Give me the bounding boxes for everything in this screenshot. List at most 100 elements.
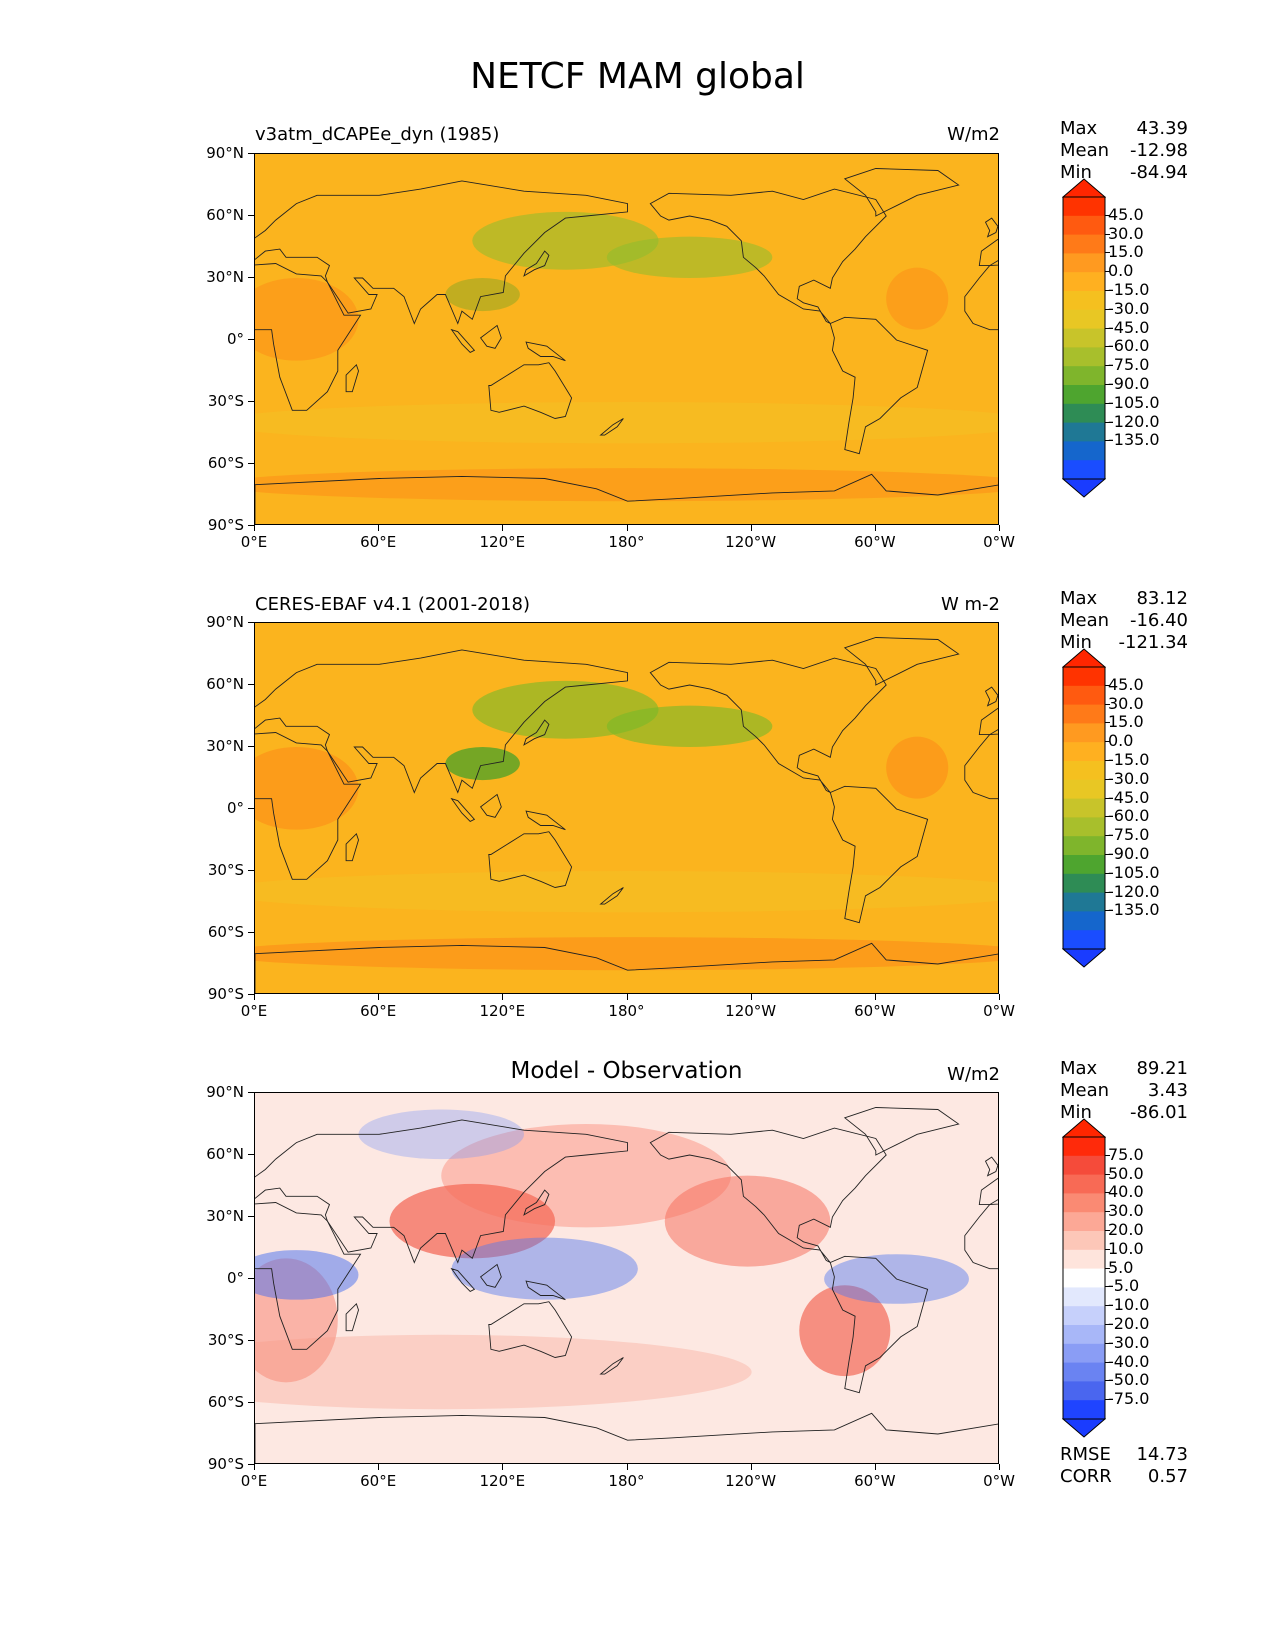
panel-1-min-label: Min [1060,162,1092,183]
colorbar-model [1062,178,1106,498]
coastline-borneo [479,324,502,349]
colorbar-segment [1063,253,1105,273]
lon-tick-label: 120°E [479,1472,526,1490]
panel-2-max-label: Max [1060,588,1098,609]
colorbar-tick-mark [1105,760,1110,761]
colorbar-tick-mark [1105,722,1110,724]
coastline-madagascar [345,363,359,393]
lon-tick-label: 120°E [479,533,526,551]
panel-1-max-label: Max [1060,118,1098,139]
lat-tick-label: 90°S [207,516,244,534]
colorbar-segment [1063,685,1105,706]
panel-3-units: W/m2 [947,1064,1000,1085]
colorbar-tick-label: -105.0 [1108,862,1160,882]
lon-tick-mark [999,1464,1000,1470]
coastline-borneo [479,1263,502,1288]
colorbar-segment [1063,403,1105,424]
colorbar-tick-label: 20.0 [1108,1220,1144,1239]
colorbar-segment [1063,798,1105,818]
colorbar-tick-mark [1105,1230,1110,1231]
lon-tick-label: 0°W [983,533,1015,551]
lat-tick-mark [248,1092,254,1093]
colorbar-segment [1063,460,1105,480]
coastline-africa [255,732,362,880]
field-feature [799,1285,891,1377]
colorbar-tick-label: -75.0 [1108,825,1150,845]
colorbar-tick-label: -105.0 [1108,392,1160,412]
figure-title: NETCF MAM global [470,56,805,97]
colorbar-segment [1063,291,1105,311]
lat-tick-mark [248,1464,254,1465]
colorbar-tick-mark [1105,1324,1110,1325]
colorbar-segment [1063,197,1105,217]
panel-2-map [254,622,999,994]
colorbar-tick-mark [1105,1211,1110,1213]
colorbar-segment [1063,215,1105,236]
colorbar-segment [1063,911,1105,931]
field-feature [606,236,773,278]
coastline-antarctica [255,473,998,524]
coastline-africa [255,1202,362,1350]
colorbar-extend-max [1062,178,1106,198]
lat-tick-label: 30°N [206,1207,244,1225]
colorbar-segment [1063,347,1105,367]
lon-tick-mark [874,525,876,531]
colorbar-segment [1063,1362,1105,1382]
panel-2-max-value: 83.12 [1136,588,1188,609]
colorbar-tick-mark [1105,252,1110,254]
colorbar-segment [1063,1174,1105,1194]
colorbar-segment [1063,1193,1105,1213]
lon-tick-mark [999,994,1000,1000]
lat-tick-mark [248,932,254,933]
field-feature [255,1334,752,1410]
coastline-sumatra [450,328,476,353]
corr-label: CORR [1060,1466,1112,1487]
lon-tick-label: 0°W [983,1002,1015,1020]
coastline-japan [523,250,550,277]
colorbar-tick-mark [1105,1192,1110,1194]
lon-tick-mark [626,525,628,531]
lon-tick-label: 180° [608,533,645,551]
lat-tick-mark [248,622,254,623]
colorbar-segment [1063,742,1105,762]
field-feature [255,1250,359,1300]
coastline-eurasia [255,180,628,325]
colorbar-segment [1063,385,1105,405]
coastline-new-zealand [599,1357,624,1375]
colorbar-segment [1063,1400,1105,1420]
colorbar-tick-label: 10.0 [1108,1238,1144,1258]
coastline-uk [984,217,998,238]
colorbar-segment [1063,1381,1105,1401]
field-feature [255,937,998,971]
colorbar-tick-label: 45.0 [1108,204,1144,224]
colorbar-tick-label: -60.0 [1108,806,1150,826]
lon-tick-mark [254,994,255,1000]
colorbar-tick-label: -15.0 [1108,280,1150,299]
coastline-madagascar [345,832,359,862]
lat-tick-label: 60°N [206,675,244,693]
colorbar-segment [1063,1249,1105,1270]
coastline-new-zealand [599,887,624,905]
lat-tick-mark [248,401,254,402]
lat-tick-mark [248,1216,254,1217]
colorbar-tick-mark [1105,440,1110,442]
lat-tick-mark [248,463,254,464]
lat-tick-mark [248,153,254,154]
colorbar-segment [1063,836,1105,856]
lon-tick-label: 0°E [240,533,268,551]
colorbar-tick-mark [1105,835,1110,837]
colorbar-tick-label: -30.0 [1108,1332,1150,1352]
colorbar-extend-max [1062,1118,1106,1138]
field-feature [445,747,520,781]
colorbar-tick-mark [1105,233,1110,235]
lat-tick-mark [248,339,254,340]
field-feature [358,1109,525,1160]
field-feature [886,736,949,799]
colorbar-tick-mark [1105,1267,1110,1269]
lon-tick-mark [874,994,876,1000]
colorbar-tick-mark [1105,684,1110,686]
lon-tick-label: 60°W [854,1002,896,1020]
lat-tick-mark [248,1340,254,1341]
coastline-north-america [649,1127,887,1263]
lon-tick-label: 180° [608,1472,645,1490]
